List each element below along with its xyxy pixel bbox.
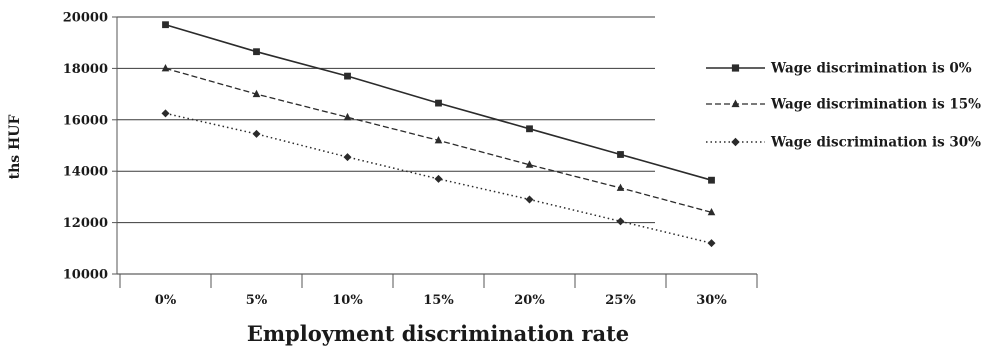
y-tick-label: 12000 (63, 216, 108, 231)
data-point (161, 64, 170, 72)
data-point (344, 72, 351, 80)
y-tick-label: 16000 (63, 113, 108, 128)
y-tick-label: 20000 (63, 11, 108, 26)
data-point (161, 109, 170, 118)
data-point (525, 195, 534, 204)
legend-item: Wage discrimination is 30% (706, 135, 981, 151)
data-point (343, 153, 352, 162)
y-axis-title: ths HUF (7, 115, 23, 180)
x-tick-label: 20% (514, 293, 545, 308)
data-point (525, 160, 534, 168)
data-point (526, 125, 533, 133)
x-tick-label: 30% (696, 293, 727, 308)
data-point (616, 217, 625, 226)
data-point (707, 207, 716, 216)
data-point (708, 176, 715, 184)
legend-label: Wage discrimination is 0% (770, 61, 972, 77)
data-point (252, 89, 261, 98)
series-group (161, 21, 716, 248)
x-tick-label: 0% (155, 293, 177, 308)
gridlines (117, 16, 757, 275)
x-tick-label: 10% (332, 293, 363, 308)
legend-marker (731, 64, 740, 72)
legend: Wage discrimination is 0% Wage discrimina… (706, 61, 981, 151)
x-axis-title: Employment discrimination rate (247, 321, 629, 346)
legend-item: Wage discrimination is 15% (706, 97, 981, 113)
legend-label: Wage discrimination is 30% (770, 135, 981, 151)
y-tick-label: 18000 (63, 62, 108, 77)
x-tick-label: 5% (246, 293, 268, 308)
data-point (252, 129, 261, 138)
data-point (435, 99, 442, 107)
data-point (707, 239, 716, 248)
legend-label: Wage discrimination is 15% (770, 97, 981, 113)
data-point (616, 183, 625, 191)
data-point (162, 21, 169, 29)
series-3 (161, 109, 716, 248)
legend-marker (731, 99, 740, 108)
x-tick-label: 25% (605, 293, 636, 308)
data-point (617, 151, 624, 158)
data-point (434, 136, 443, 144)
y-tick-label: 14000 (63, 165, 108, 180)
data-point (343, 112, 352, 121)
legend-item: Wage discrimination is 0% (706, 61, 972, 77)
data-point (434, 174, 443, 183)
axes: 10000 12000 14000 16000 18000 20000 0% 5% 10% 15%… (63, 11, 758, 308)
x-tick-label: 15% (423, 293, 454, 308)
data-point (253, 48, 260, 56)
legend-marker (731, 137, 740, 147)
series-2 (161, 64, 716, 216)
y-tick-label: 10000 (63, 268, 108, 283)
series-1 (162, 21, 715, 184)
